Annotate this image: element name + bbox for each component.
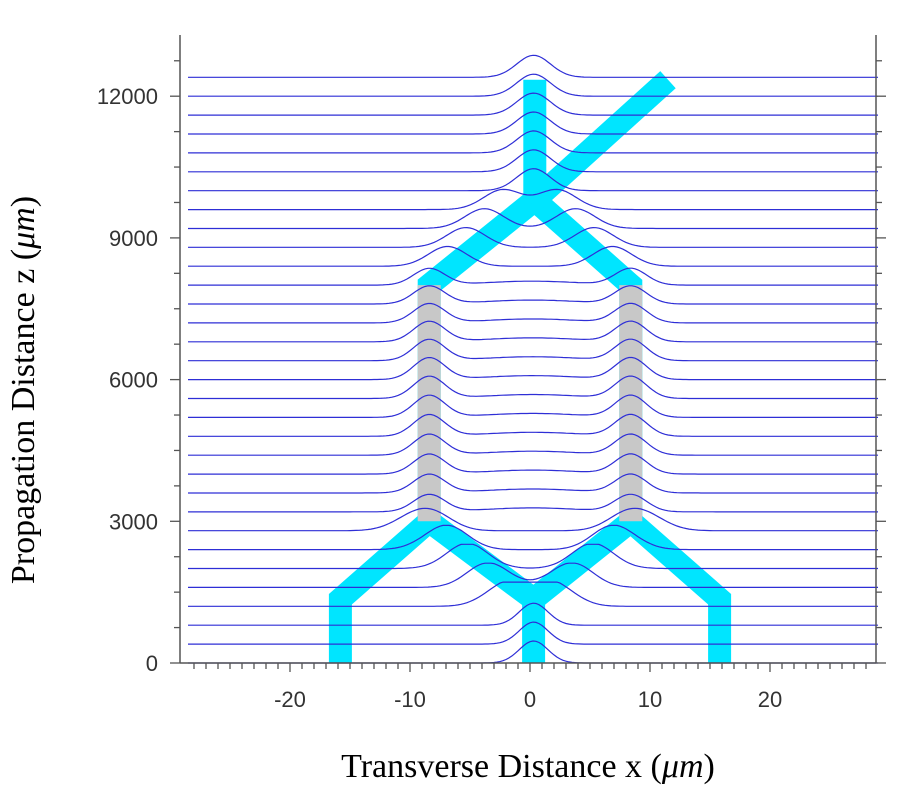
field-profile-line: [188, 433, 878, 456]
y-axis-title-close: ): [5, 196, 42, 207]
x-tick-label: 10: [638, 687, 662, 712]
waveguide-layer: [328, 71, 732, 663]
field-profile-line: [188, 375, 878, 400]
field-profile-line: [188, 149, 878, 173]
field-profile-line: [188, 356, 878, 381]
field-profile-line: [188, 581, 878, 607]
x-tick-label: -20: [274, 687, 306, 712]
field-profile-line: [188, 188, 878, 211]
field-profile-line: [188, 338, 878, 362]
field-profile-line: [188, 524, 878, 551]
field-profile-line: [188, 73, 878, 97]
field-profile-line: [188, 413, 878, 437]
field-profile-line: [188, 562, 878, 588]
x-axis-title-unit: μm: [661, 748, 704, 785]
y-tick-label: 3000: [109, 509, 158, 534]
field-profile-line: [188, 111, 878, 135]
field-profile-line: [188, 245, 878, 267]
field-profile-line: [188, 602, 878, 626]
waveguide-output-branch: [527, 71, 676, 209]
x-tick-label: 20: [758, 687, 782, 712]
field-profile-line: [188, 621, 878, 645]
field-profile-layer: [188, 54, 878, 664]
y-axis-title-text: Propagation Distance z (: [5, 249, 42, 584]
y-axis-title: Propagation Distance z (μm): [5, 196, 42, 584]
y-tick-label: 12000: [97, 84, 158, 109]
field-profile-line: [188, 394, 878, 418]
field-profile-line: [188, 453, 878, 475]
y-tick-label: 6000: [109, 368, 158, 393]
tick-layer: [170, 60, 886, 672]
waveguide-input-center-left: [422, 512, 546, 663]
field-profile-line: [188, 130, 878, 154]
field-profile-line: [188, 507, 878, 532]
field-profile-line: [188, 92, 878, 116]
field-profile-line: [188, 208, 878, 230]
field-profile-line: [188, 302, 878, 324]
tick-label-layer: -20 -10 0 10 20 0 3000 6000 9000 12000: [97, 84, 782, 712]
x-axis-title-close: ): [704, 748, 715, 785]
field-profile-line: [188, 543, 878, 570]
field-profile-line: [188, 473, 878, 494]
x-tick-label: 0: [524, 687, 536, 712]
field-profile-line: [188, 285, 878, 305]
field-profile-line: [188, 168, 878, 192]
x-axis-title: Transverse Distance x (μm): [341, 748, 715, 785]
field-profile-line: [188, 54, 878, 78]
waveguide-input-center-right: [526, 512, 638, 609]
x-axis-title-text: Transverse Distance x (: [341, 748, 662, 785]
y-tick-label: 0: [146, 651, 158, 676]
x-tick-label: -10: [394, 687, 426, 712]
axis-layer: [179, 35, 877, 664]
field-profile-line: [188, 267, 878, 286]
field-profile-line: [188, 226, 878, 248]
y-tick-label: 9000: [109, 226, 158, 251]
y-axis-title-unit: μm: [5, 207, 42, 250]
field-profile-line: [188, 320, 878, 343]
field-profile-line: [188, 493, 878, 513]
